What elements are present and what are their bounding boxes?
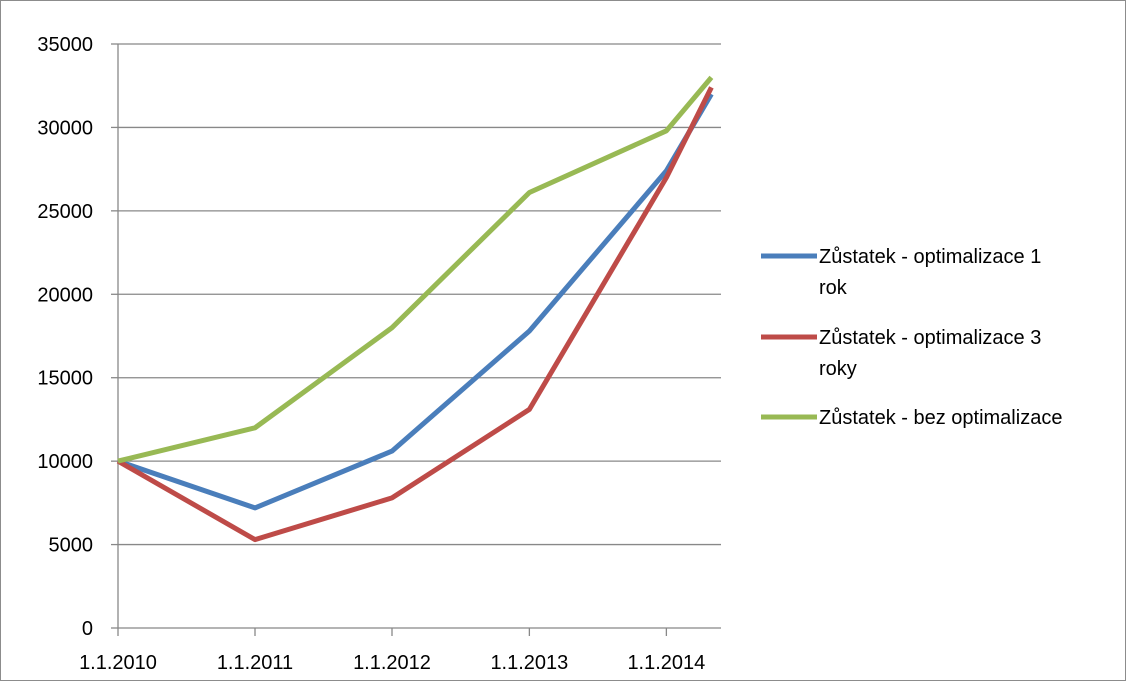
legend-label-2: Zůstatek - optimalizace 3 xyxy=(819,327,1041,349)
gridlines xyxy=(118,43,721,546)
series-line-1 xyxy=(117,92,714,511)
y-tick-label: 10000 xyxy=(37,451,93,473)
legend-label-1: rok xyxy=(819,277,848,299)
x-tick-label: 1.1.2011 xyxy=(217,652,293,674)
x-axis-tick-labels: 1.1.2010 1.1.2011 1.1.2012 1.1.2013 1.1.2014 xyxy=(79,652,705,674)
y-tick-label: 30000 xyxy=(37,117,93,139)
legend: Zůstatek - optimalizace 1 rok Zůstatek - o… xyxy=(761,246,1062,429)
y-tick-label: 15000 xyxy=(37,368,93,390)
x-tick-label: 1.1.2012 xyxy=(353,652,431,674)
y-tick-label: 0 xyxy=(82,618,93,640)
x-tick-label: 1.1.2010 xyxy=(79,652,157,674)
x-tick-label: 1.1.2014 xyxy=(627,652,705,674)
axes xyxy=(111,43,721,636)
legend-label-2: roky xyxy=(819,358,857,380)
y-axis-tick-labels: 0 5000 10000 15000 20000 25000 30000 35000 xyxy=(37,34,93,640)
series-line-3 xyxy=(117,75,714,464)
series-lines xyxy=(116,75,714,543)
y-tick-label: 20000 xyxy=(37,284,93,306)
legend-label-3: Zůstatek - bez optimalizace xyxy=(819,407,1062,429)
y-tick-label: 5000 xyxy=(49,535,94,557)
series-line-2 xyxy=(116,86,714,543)
y-tick-label: 25000 xyxy=(37,201,93,223)
y-tick-label: 35000 xyxy=(37,34,93,56)
legend-label-1: Zůstatek - optimalizace 1 xyxy=(819,246,1041,268)
x-tick-label: 1.1.2013 xyxy=(490,652,568,674)
